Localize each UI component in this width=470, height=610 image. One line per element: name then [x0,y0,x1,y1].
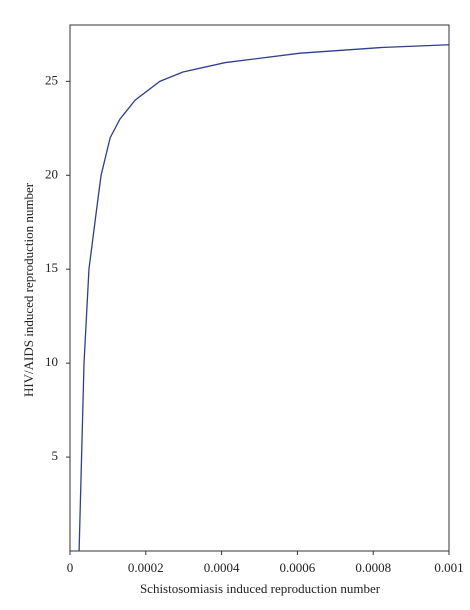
y-tick-label: 10 [45,354,58,369]
plot-frame [69,24,450,552]
line [78,44,450,552]
x-tick-label: 0.0002 [128,560,164,575]
y-tick-label: 25 [45,72,58,87]
y-tick-label: 20 [45,166,58,181]
x-axis-label: Schistosomiasis induced reproduction num… [140,581,381,596]
y-tick-label: 5 [52,448,59,463]
y-tick-label: 15 [45,260,58,275]
x-tick-label: 0 [67,560,74,575]
x-tick-label: 0.0004 [204,560,240,575]
x-tick-label: 0.0006 [280,560,316,575]
x-tick-label: 0.0008 [355,560,391,575]
y-axis-label: HIV/AIDS induced reproduction number [21,182,36,397]
x-tick-label: 0.001 [434,560,463,575]
